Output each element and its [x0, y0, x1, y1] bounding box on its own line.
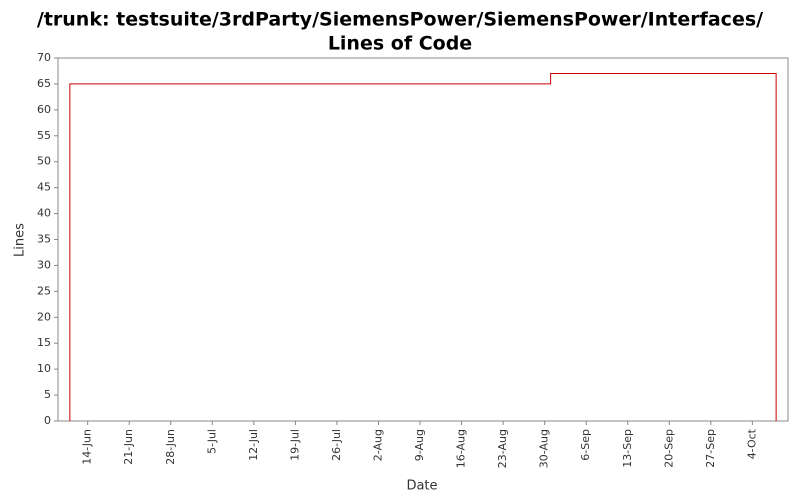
x-tick-label: 28-Jun	[164, 429, 177, 465]
x-tick-label: 14-Jun	[81, 429, 94, 465]
x-tick-label: 9-Aug	[413, 429, 426, 461]
x-tick-label: 6-Sep	[579, 429, 592, 461]
y-tick-label: 70	[37, 51, 51, 64]
y-tick-label: 0	[44, 414, 51, 427]
y-tick-label: 10	[37, 362, 51, 375]
x-tick-label: 30-Aug	[538, 429, 551, 468]
x-tick-label: 26-Jul	[330, 429, 343, 461]
x-tick-label: 5-Jul	[205, 429, 218, 454]
y-tick-label: 25	[37, 284, 51, 297]
x-tick-label: 12-Jul	[247, 429, 260, 461]
x-tick-label: 13-Sep	[621, 429, 634, 468]
chart-title: /trunk: testsuite/3rdParty/SiemensPower/…	[37, 9, 763, 31]
chart-title: Lines of Code	[328, 33, 472, 55]
x-axis-label: Date	[406, 479, 437, 494]
x-tick-label: 27-Sep	[704, 429, 717, 468]
x-tick-label: 21-Jun	[122, 429, 135, 465]
y-tick-label: 40	[37, 207, 51, 220]
y-tick-label: 35	[37, 233, 51, 246]
x-tick-label: 2-Aug	[371, 429, 384, 461]
x-tick-label: 20-Sep	[662, 429, 675, 468]
x-tick-label: 19-Jul	[288, 429, 301, 461]
y-tick-label: 45	[37, 181, 51, 194]
x-tick-label: 16-Aug	[455, 429, 468, 468]
x-tick-label: 23-Aug	[496, 429, 509, 468]
y-tick-label: 15	[37, 336, 51, 349]
y-tick-label: 5	[44, 388, 51, 401]
step-line	[69, 73, 777, 421]
y-tick-label: 20	[37, 310, 51, 323]
y-tick-label: 55	[37, 129, 51, 142]
y-axis-label: Lines	[13, 223, 28, 257]
plot-area	[57, 57, 789, 422]
y-tick-label: 65	[37, 77, 51, 90]
x-tick-label: 4-Oct	[745, 428, 758, 459]
y-tick-label: 50	[37, 155, 51, 168]
y-tick-label: 30	[37, 258, 51, 271]
y-tick-label: 60	[37, 103, 51, 116]
